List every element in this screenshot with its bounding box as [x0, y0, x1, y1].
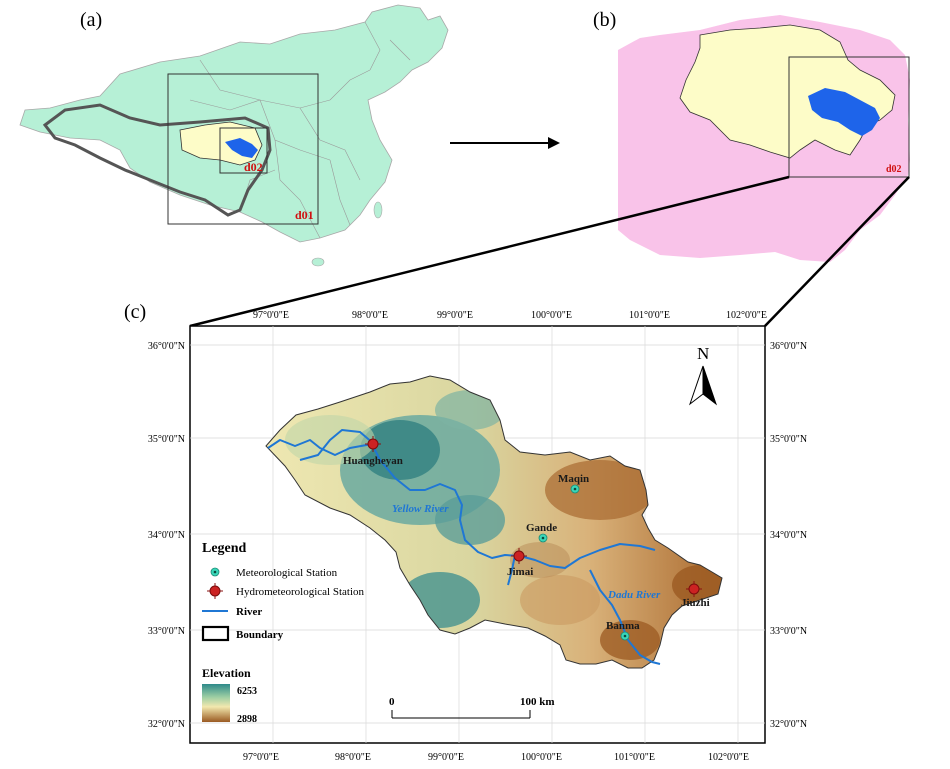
- lon-label-top: 101°0'0"E: [629, 310, 670, 321]
- lat-label-left: 36°0'0"N: [148, 341, 185, 352]
- lon-label-top: 99°0'0"E: [437, 310, 473, 321]
- lon-label-bottom: 100°0'0"E: [521, 752, 562, 763]
- river-network: [267, 429, 661, 665]
- station-jimai: Jimai: [507, 548, 533, 578]
- meteorological-stations: Maqin Gande Banma: [526, 473, 640, 641]
- dadu-river-line: [589, 569, 661, 665]
- station-label: Gande: [526, 522, 557, 534]
- elevation-ramp: [202, 684, 230, 722]
- legend: Legend Meteorological Station Hydrometeo…: [201, 541, 364, 725]
- lon-label-top: 100°0'0"E: [531, 310, 572, 321]
- lat-label-left: 32°0'0"N: [148, 719, 185, 730]
- station-maqin: Maqin: [558, 473, 589, 494]
- lon-label-top: 98°0'0"E: [352, 310, 388, 321]
- station-label: Jiuzhi: [681, 597, 710, 609]
- d02-label-a: d02: [244, 160, 263, 174]
- lat-label-right: 35°0'0"N: [770, 434, 807, 445]
- panel-a-label: (a): [80, 9, 102, 31]
- station-jiuzhi: Jiuzhi: [681, 581, 710, 609]
- lat-label-left: 34°0'0"N: [148, 530, 185, 541]
- yellow-river-label: Yellow River: [392, 503, 449, 515]
- lat-label-left: 33°0'0"N: [148, 626, 185, 637]
- scale-bar: 0 100 km: [389, 696, 555, 719]
- d02-label-b: d02: [886, 164, 902, 175]
- panel-b-label: (b): [593, 9, 616, 31]
- lon-labels-bottom: 97°0'0"E 98°0'0"E 99°0'0"E 100°0'0"E 101…: [243, 752, 749, 763]
- d02-domain-box-b: [788, 56, 910, 178]
- legend-label: Meteorological Station: [236, 567, 338, 579]
- tibetan-plateau-boundary: [42, 103, 272, 217]
- lat-label-right: 34°0'0"N: [770, 530, 807, 541]
- lat-label-right: 36°0'0"N: [770, 341, 807, 352]
- panel-c: (c) 97°0'0"E: [124, 301, 807, 763]
- legend-label: River: [236, 606, 262, 618]
- panel-a: (a) d01 d02: [19, 4, 449, 267]
- legend-title: Legend: [202, 541, 247, 556]
- lat-label-right: 32°0'0"N: [770, 719, 807, 730]
- lat-labels-right: 36°0'0"N 35°0'0"N 34°0'0"N 33°0'0"N 32°0…: [770, 341, 807, 730]
- lon-label-bottom: 101°0'0"E: [614, 752, 655, 763]
- lon-label-bottom: 97°0'0"E: [243, 752, 279, 763]
- station-label: Banma: [606, 620, 640, 632]
- station-banma: Banma: [606, 620, 640, 641]
- panel-arrow: [450, 137, 560, 149]
- dadu-river-label: Dadu River: [607, 589, 661, 601]
- lon-label-top: 102°0'0"E: [726, 310, 767, 321]
- yellow-river-line: [267, 439, 656, 569]
- scale-end: 100 km: [520, 696, 555, 708]
- basin-shape-a: [225, 138, 258, 158]
- elevation-max: 6253: [237, 686, 257, 697]
- elevation-min: 2898: [237, 714, 257, 725]
- d01-domain-box: [167, 73, 319, 225]
- taiwan-shape: [373, 201, 383, 219]
- station-gande: Gande: [526, 522, 557, 543]
- legend-label: Hydrometeorological Station: [236, 586, 364, 598]
- legend-item-hydro: Hydrometeorological Station: [207, 583, 364, 599]
- legend-item-river: River: [202, 606, 262, 618]
- legend-item-boundary: Boundary: [201, 625, 284, 642]
- jimai-tributary-line: [507, 554, 516, 586]
- lat-label-right: 33°0'0"N: [770, 626, 807, 637]
- basin-shape-b: [808, 88, 880, 136]
- scale-start: 0: [389, 696, 395, 708]
- hydro-stations: Huangheyan Jimai Jiuzhi: [343, 436, 710, 609]
- hainan-shape: [311, 257, 325, 267]
- panel-c-label: (c): [124, 301, 146, 323]
- lon-label-bottom: 102°0'0"E: [708, 752, 749, 763]
- lon-label-bottom: 98°0'0"E: [335, 752, 371, 763]
- zoom-connector-lines: [189, 175, 910, 328]
- lon-label-top: 97°0'0"E: [253, 310, 289, 321]
- lon-label-bottom: 99°0'0"E: [428, 752, 464, 763]
- station-huangheyan: Huangheyan: [343, 436, 403, 467]
- lat-labels-left: 36°0'0"N 35°0'0"N 34°0'0"N 33°0'0"N 32°0…: [148, 341, 185, 730]
- elevation-title: Elevation: [202, 666, 251, 680]
- station-label: Jimai: [507, 566, 533, 578]
- legend-label: Boundary: [236, 629, 284, 641]
- north-arrow-icon: N: [688, 344, 718, 406]
- north-arrow-label: N: [697, 344, 709, 363]
- lat-label-left: 35°0'0"N: [148, 434, 185, 445]
- lon-labels-top: 97°0'0"E 98°0'0"E 99°0'0"E 100°0'0"E 101…: [253, 310, 767, 321]
- qinghai-province-b: [679, 24, 896, 159]
- d02-domain-box-a: [219, 127, 268, 174]
- station-label: Huangheyan: [343, 455, 403, 467]
- d01-label: d01: [295, 208, 314, 222]
- province-lines: [189, 21, 411, 239]
- upper-tributary-line: [299, 429, 375, 461]
- legend-item-met: Meteorological Station: [210, 567, 338, 579]
- station-label: Maqin: [558, 473, 589, 485]
